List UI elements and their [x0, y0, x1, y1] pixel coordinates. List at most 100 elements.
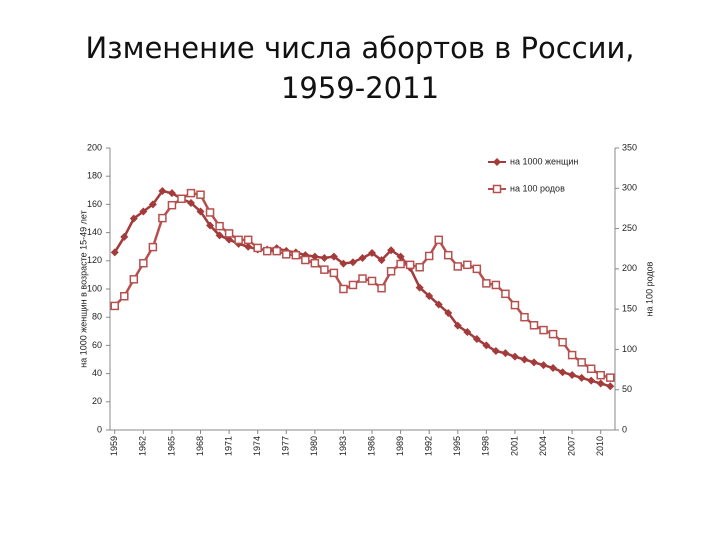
data-point [424, 251, 434, 261]
data-point [396, 252, 405, 261]
data-point [243, 235, 253, 245]
data-point [501, 289, 510, 299]
data-point [558, 337, 567, 347]
data-point [529, 321, 539, 330]
x-tick-label: 1980 [309, 436, 319, 456]
data-point [586, 364, 596, 374]
data-point [415, 283, 424, 292]
x-tick-label: 1983 [338, 436, 348, 456]
data-point [215, 231, 224, 240]
y2-tick-label: 350 [622, 142, 637, 152]
data-point [186, 188, 196, 198]
data-point [510, 352, 519, 361]
data-point [196, 207, 205, 216]
legend-label: на 100 родов [510, 183, 565, 193]
data-point [320, 265, 329, 274]
data-point [262, 246, 272, 256]
y-tick-label: 180 [87, 171, 102, 181]
data-point [148, 242, 158, 252]
data-point [510, 300, 520, 310]
data-point [186, 198, 195, 207]
data-point [158, 213, 167, 223]
data-point [463, 260, 472, 270]
data-point [339, 284, 348, 294]
series-line [113, 191, 611, 379]
data-point [320, 253, 329, 262]
data-point [224, 229, 234, 238]
data-point [348, 280, 358, 290]
data-point [520, 312, 529, 322]
data-point [253, 243, 262, 253]
data-point [339, 259, 348, 268]
y2-tick-label: 250 [622, 223, 637, 233]
data-point [196, 190, 205, 199]
y2-tick-label: 200 [622, 263, 637, 273]
data-point [386, 267, 396, 276]
legend-label: на 1000 женщин [510, 156, 578, 166]
data-point [405, 260, 415, 270]
y2-axis-label: на 100 родов [644, 261, 654, 316]
data-point [358, 274, 367, 283]
data-point [387, 246, 396, 255]
data-point [177, 194, 186, 204]
data-point [206, 221, 215, 230]
x-tick-label: 1995 [452, 436, 462, 456]
data-point [501, 349, 510, 358]
data-point [329, 252, 338, 261]
data-point [120, 232, 129, 241]
y2-tick-label: 0 [622, 424, 627, 434]
data-point [148, 200, 157, 209]
y-axis-label: на 1000 женщин в возрасте 15-49 лет [78, 210, 88, 368]
data-point [310, 252, 319, 261]
data-point [215, 221, 224, 231]
data-point [577, 358, 586, 367]
data-point [301, 255, 310, 265]
data-point [167, 200, 177, 210]
data-point [158, 187, 167, 196]
x-tick-label: 1971 [223, 436, 233, 456]
data-point [530, 358, 539, 367]
data-point [548, 329, 558, 339]
data-point [596, 379, 605, 388]
y-tick-label: 200 [87, 142, 102, 152]
data-point [567, 350, 577, 360]
y-tick-label: 60 [92, 340, 102, 350]
data-point [244, 242, 253, 251]
y-tick-label: 160 [87, 199, 102, 209]
data-point [596, 370, 605, 380]
data-point [139, 207, 148, 216]
data-point [491, 280, 501, 290]
data-point [539, 361, 548, 370]
data-point [453, 262, 463, 271]
x-tick-label: 1986 [366, 436, 376, 456]
data-point [377, 256, 386, 265]
x-tick-label: 1962 [138, 436, 148, 456]
y2-tick-label: 50 [622, 384, 632, 394]
x-tick-label: 1989 [395, 436, 405, 456]
data-point [310, 258, 320, 268]
y2-tick-label: 100 [622, 344, 637, 354]
data-point [587, 376, 596, 385]
data-point [434, 300, 443, 309]
x-tick-label: 2001 [509, 436, 519, 456]
y-tick-label: 120 [87, 255, 102, 265]
legend-marker [493, 158, 501, 166]
data-point [396, 259, 405, 269]
data-point [472, 335, 481, 344]
data-point [129, 275, 139, 284]
x-tick-label: 2010 [595, 436, 605, 456]
data-point [167, 189, 176, 198]
data-point [377, 283, 386, 293]
y2-tick-label: 150 [622, 304, 637, 314]
data-point [520, 355, 529, 364]
data-point [444, 308, 453, 317]
data-point [568, 371, 577, 380]
x-tick-label: 1968 [195, 436, 205, 456]
data-point [482, 279, 491, 288]
data-point [453, 321, 462, 330]
data-point [234, 235, 243, 245]
data-point [539, 325, 548, 335]
data-point [577, 373, 586, 382]
